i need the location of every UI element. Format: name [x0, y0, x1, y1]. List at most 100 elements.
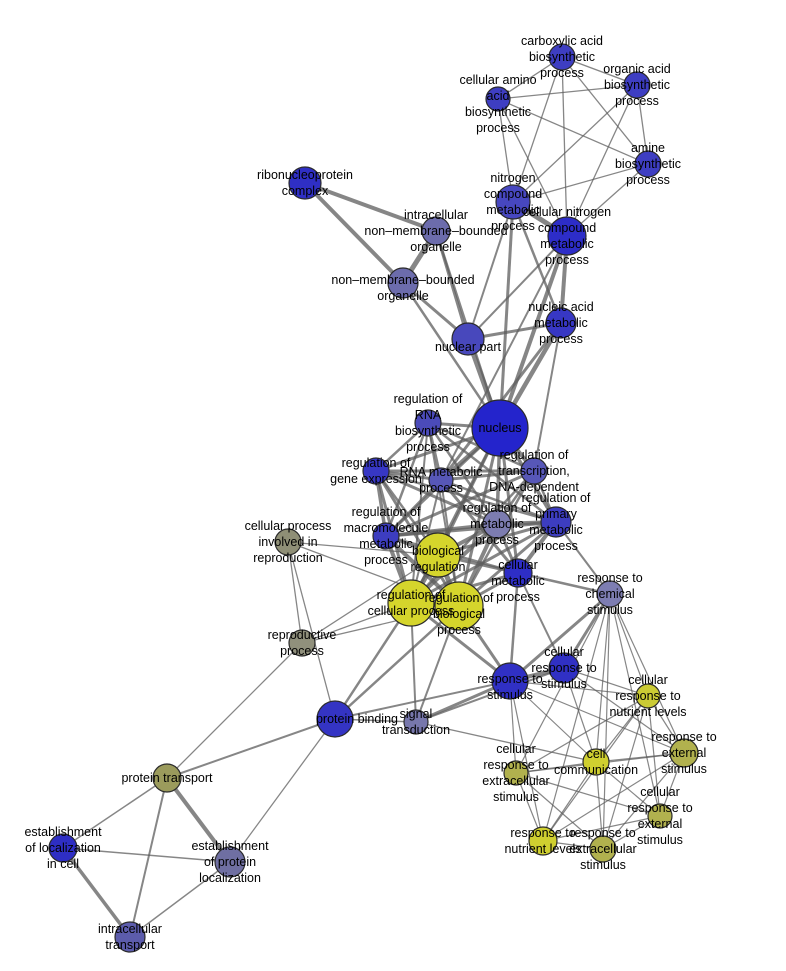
node-regulation-of-transcription-dna-dependent[interactable] [520, 457, 548, 485]
edge-signal-transduction--cell-communication [415, 721, 597, 763]
node-cellular-response-to-extracellular-stimulus[interactable] [503, 760, 529, 786]
edge-response-to-stimulus--response-to-nutrient-levels [509, 680, 544, 842]
edge-cellular-metabolic-process--response-to-chemical-stimulus [517, 571, 611, 596]
edge-response-to-chemical-stimulus--cell-communication [595, 593, 611, 763]
node-regulation-of-macromolecule-metabolic-process[interactable] [372, 522, 400, 550]
edge-establishment-of-localization-in-cell--intracellular-transport [61, 846, 132, 939]
edge-establishment-of-protein-localization--intracellular-transport [129, 861, 231, 938]
edge-organic-acid-biosynthetic-process--nitrogen-compound-metabolic-process [512, 84, 638, 203]
edge-protein-transport--intracellular-transport [129, 777, 168, 938]
edge-response-to-chemical-stimulus--response-to-nutrient-levels [542, 593, 611, 842]
edge-response-to-external-stimulus--response-to-nutrient-levels [542, 752, 685, 842]
node-response-to-extracellular-stimulus[interactable] [589, 835, 617, 863]
node-non-membrane-bounded-organelle[interactable] [387, 267, 419, 299]
node-nitrogen-compound-metabolic-process[interactable] [495, 184, 531, 220]
edge-cellular-response-to-external-stimulus--response-to-nutrient-levels [542, 815, 661, 842]
edge-cellular-amino-acid-biosynthetic-process--organic-acid-biosynthetic-process [497, 84, 638, 100]
edge-regulation-of-primary-metabolic-process--regulation-of-cellular-process [410, 520, 557, 605]
node-nucleic-acid-metabolic-process[interactable] [545, 307, 577, 339]
edge-response-to-stimulus--cellular-response-to-nutrient-levels [509, 680, 649, 697]
edge-response-to-chemical-stimulus--cellular-response-to-nutrient-levels [609, 593, 649, 697]
node-cellular-response-to-stimulus[interactable] [548, 652, 580, 684]
node-regulation-of-gene-expression[interactable] [362, 457, 390, 485]
edge-regulation-of-biological-process--reproductive-process [301, 605, 460, 644]
node-carboxylic-acid-biosynthetic-process[interactable] [548, 43, 576, 71]
node-protein-binding[interactable] [316, 700, 354, 738]
edge-nitrogen-compound-metabolic-process--nuclear-part [467, 201, 514, 340]
edge-cell-communication--response-to-extracellular-stimulus [595, 761, 604, 850]
edge-regulation-of-gene-expression--regulation-of-primary-metabolic-process [375, 469, 557, 524]
node-regulation-of-rna-biosynthetic-process[interactable] [414, 409, 442, 437]
node-establishment-of-localization-in-cell[interactable] [48, 833, 78, 863]
node-cell-communication[interactable] [582, 748, 610, 776]
node-biological-regulation[interactable] [415, 532, 461, 578]
node-regulation-of-primary-metabolic-process[interactable] [540, 506, 572, 538]
edge-cellular-response-to-extracellular-stimulus--response-to-extracellular-stimulus [515, 772, 604, 850]
edge-cellular-response-to-nutrient-levels--response-to-extracellular-stimulus [602, 695, 649, 850]
node-cellular-response-to-nutrient-levels[interactable] [635, 683, 661, 709]
node-reproductive-process[interactable] [288, 629, 316, 657]
node-cellular-process-involved-in-reproduction[interactable] [274, 528, 302, 556]
edge-rna-metabolic-process--regulation-of-primary-metabolic-process [440, 478, 557, 524]
node-response-to-stimulus[interactable] [491, 662, 529, 700]
edge-cellular-response-to-extracellular-stimulus--cellular-response-to-external-stimulus [515, 772, 661, 817]
edge-carboxylic-acid-biosynthetic-process--nitrogen-compound-metabolic-process [512, 56, 563, 203]
edge-response-to-chemical-stimulus--response-to-external-stimulus [609, 593, 685, 754]
node-amine-biosynthetic-process[interactable] [634, 150, 662, 178]
node-cellular-nitrogen-compound-metabolic-process[interactable] [547, 216, 587, 256]
node-cellular-response-to-external-stimulus[interactable] [647, 803, 673, 829]
edge-biological-regulation--cellular-process-involved-in-reproduction [287, 541, 439, 556]
node-signal-transduction[interactable] [403, 709, 429, 735]
node-establishment-of-protein-localization[interactable] [214, 846, 246, 878]
node-regulation-of-metabolic-process[interactable] [482, 509, 512, 539]
node-response-to-chemical-stimulus[interactable] [596, 580, 624, 608]
edge-response-to-stimulus--protein-binding [334, 680, 511, 720]
edge-cellular-process-involved-in-reproduction--protein-binding [287, 541, 336, 720]
edge-response-to-chemical-stimulus--cellular-response-to-external-stimulus [609, 593, 661, 817]
node-organic-acid-biosynthetic-process[interactable] [623, 71, 651, 99]
edge-protein-transport--establishment-of-protein-localization [165, 776, 232, 864]
edge-protein-binding--establishment-of-protein-localization [229, 718, 336, 863]
edge-regulation-of-transcription-dna-dependent--rna-metabolic-process [440, 469, 535, 482]
edge-protein-transport--establishment-of-localization-in-cell [62, 777, 168, 849]
node-nuclear-part[interactable] [451, 322, 485, 356]
node-rna-metabolic-process[interactable] [428, 467, 454, 493]
edge-biological-regulation--reproductive-process [301, 554, 439, 644]
node-intracellular-non-membrane-bounded-organelle[interactable] [421, 216, 451, 246]
node-cellular-metabolic-process[interactable] [503, 558, 533, 588]
edge-response-to-stimulus--cell-communication [509, 680, 597, 763]
edge-response-to-stimulus--response-to-external-stimulus [509, 680, 685, 754]
edge-cellular-nitrogen-compound-metabolic-process--nucleus [498, 235, 569, 429]
edge-cellular-amino-acid-biosynthetic-process--amine-biosynthetic-process [497, 98, 649, 165]
node-protein-transport[interactable] [152, 763, 182, 793]
edge-carboxylic-acid-biosynthetic-process--cellular-nitrogen-compound-metabolic-process [561, 56, 568, 237]
node-regulation-of-biological-process[interactable] [434, 581, 484, 631]
edge-regulation-of-biological-process--protein-binding [334, 605, 460, 720]
node-response-to-nutrient-levels[interactable] [528, 826, 558, 856]
edge-non-membrane-bounded-organelle--nucleus [401, 282, 502, 429]
edge-cell-communication--response-to-nutrient-levels [542, 761, 597, 842]
node-nucleus[interactable] [471, 399, 529, 457]
node-regulation-of-cellular-process[interactable] [387, 579, 435, 627]
edge-cell-communication--cellular-response-to-external-stimulus [595, 761, 661, 817]
edge-nucleic-acid-metabolic-process--regulation-of-transcription-dna-dependent [533, 322, 562, 472]
edge-amine-biosynthetic-process--nitrogen-compound-metabolic-process [512, 163, 649, 203]
edge-cellular-response-to-stimulus--signal-transduction [415, 667, 565, 723]
edge-regulation-of-rna-biosynthetic-process--regulation-of-metabolic-process [426, 422, 499, 525]
edge-organic-acid-biosynthetic-process--cellular-nitrogen-compound-metabolic-process [566, 84, 638, 237]
edge-reproductive-process--protein-transport [166, 642, 303, 779]
node-ribonucleoprotein-complex[interactable] [288, 166, 322, 200]
node-response-to-external-stimulus[interactable] [669, 738, 699, 768]
edge-ribonucleoprotein-complex--intracellular-non-membrane-bounded-organelle [304, 181, 437, 233]
edge-ribonucleoprotein-complex--non-membrane-bounded-organelle [303, 181, 405, 285]
edge-carboxylic-acid-biosynthetic-process--amine-biosynthetic-process [561, 56, 649, 165]
edge-nitrogen-compound-metabolic-process--nucleic-acid-metabolic-process [511, 201, 563, 324]
node-intracellular-transport[interactable] [114, 921, 146, 953]
edge-nitrogen-compound-metabolic-process--nucleus [498, 201, 515, 429]
edge-response-to-chemical-stimulus--response-to-stimulus [509, 592, 611, 683]
node-cellular-amino-acid-biosynthetic-process[interactable] [485, 86, 511, 112]
edge-cellular-nitrogen-compound-metabolic-process--nuclear-part [467, 235, 568, 340]
edge-cellular-response-to-nutrient-levels--cellular-response-to-extracellular-stimulus [515, 695, 649, 774]
